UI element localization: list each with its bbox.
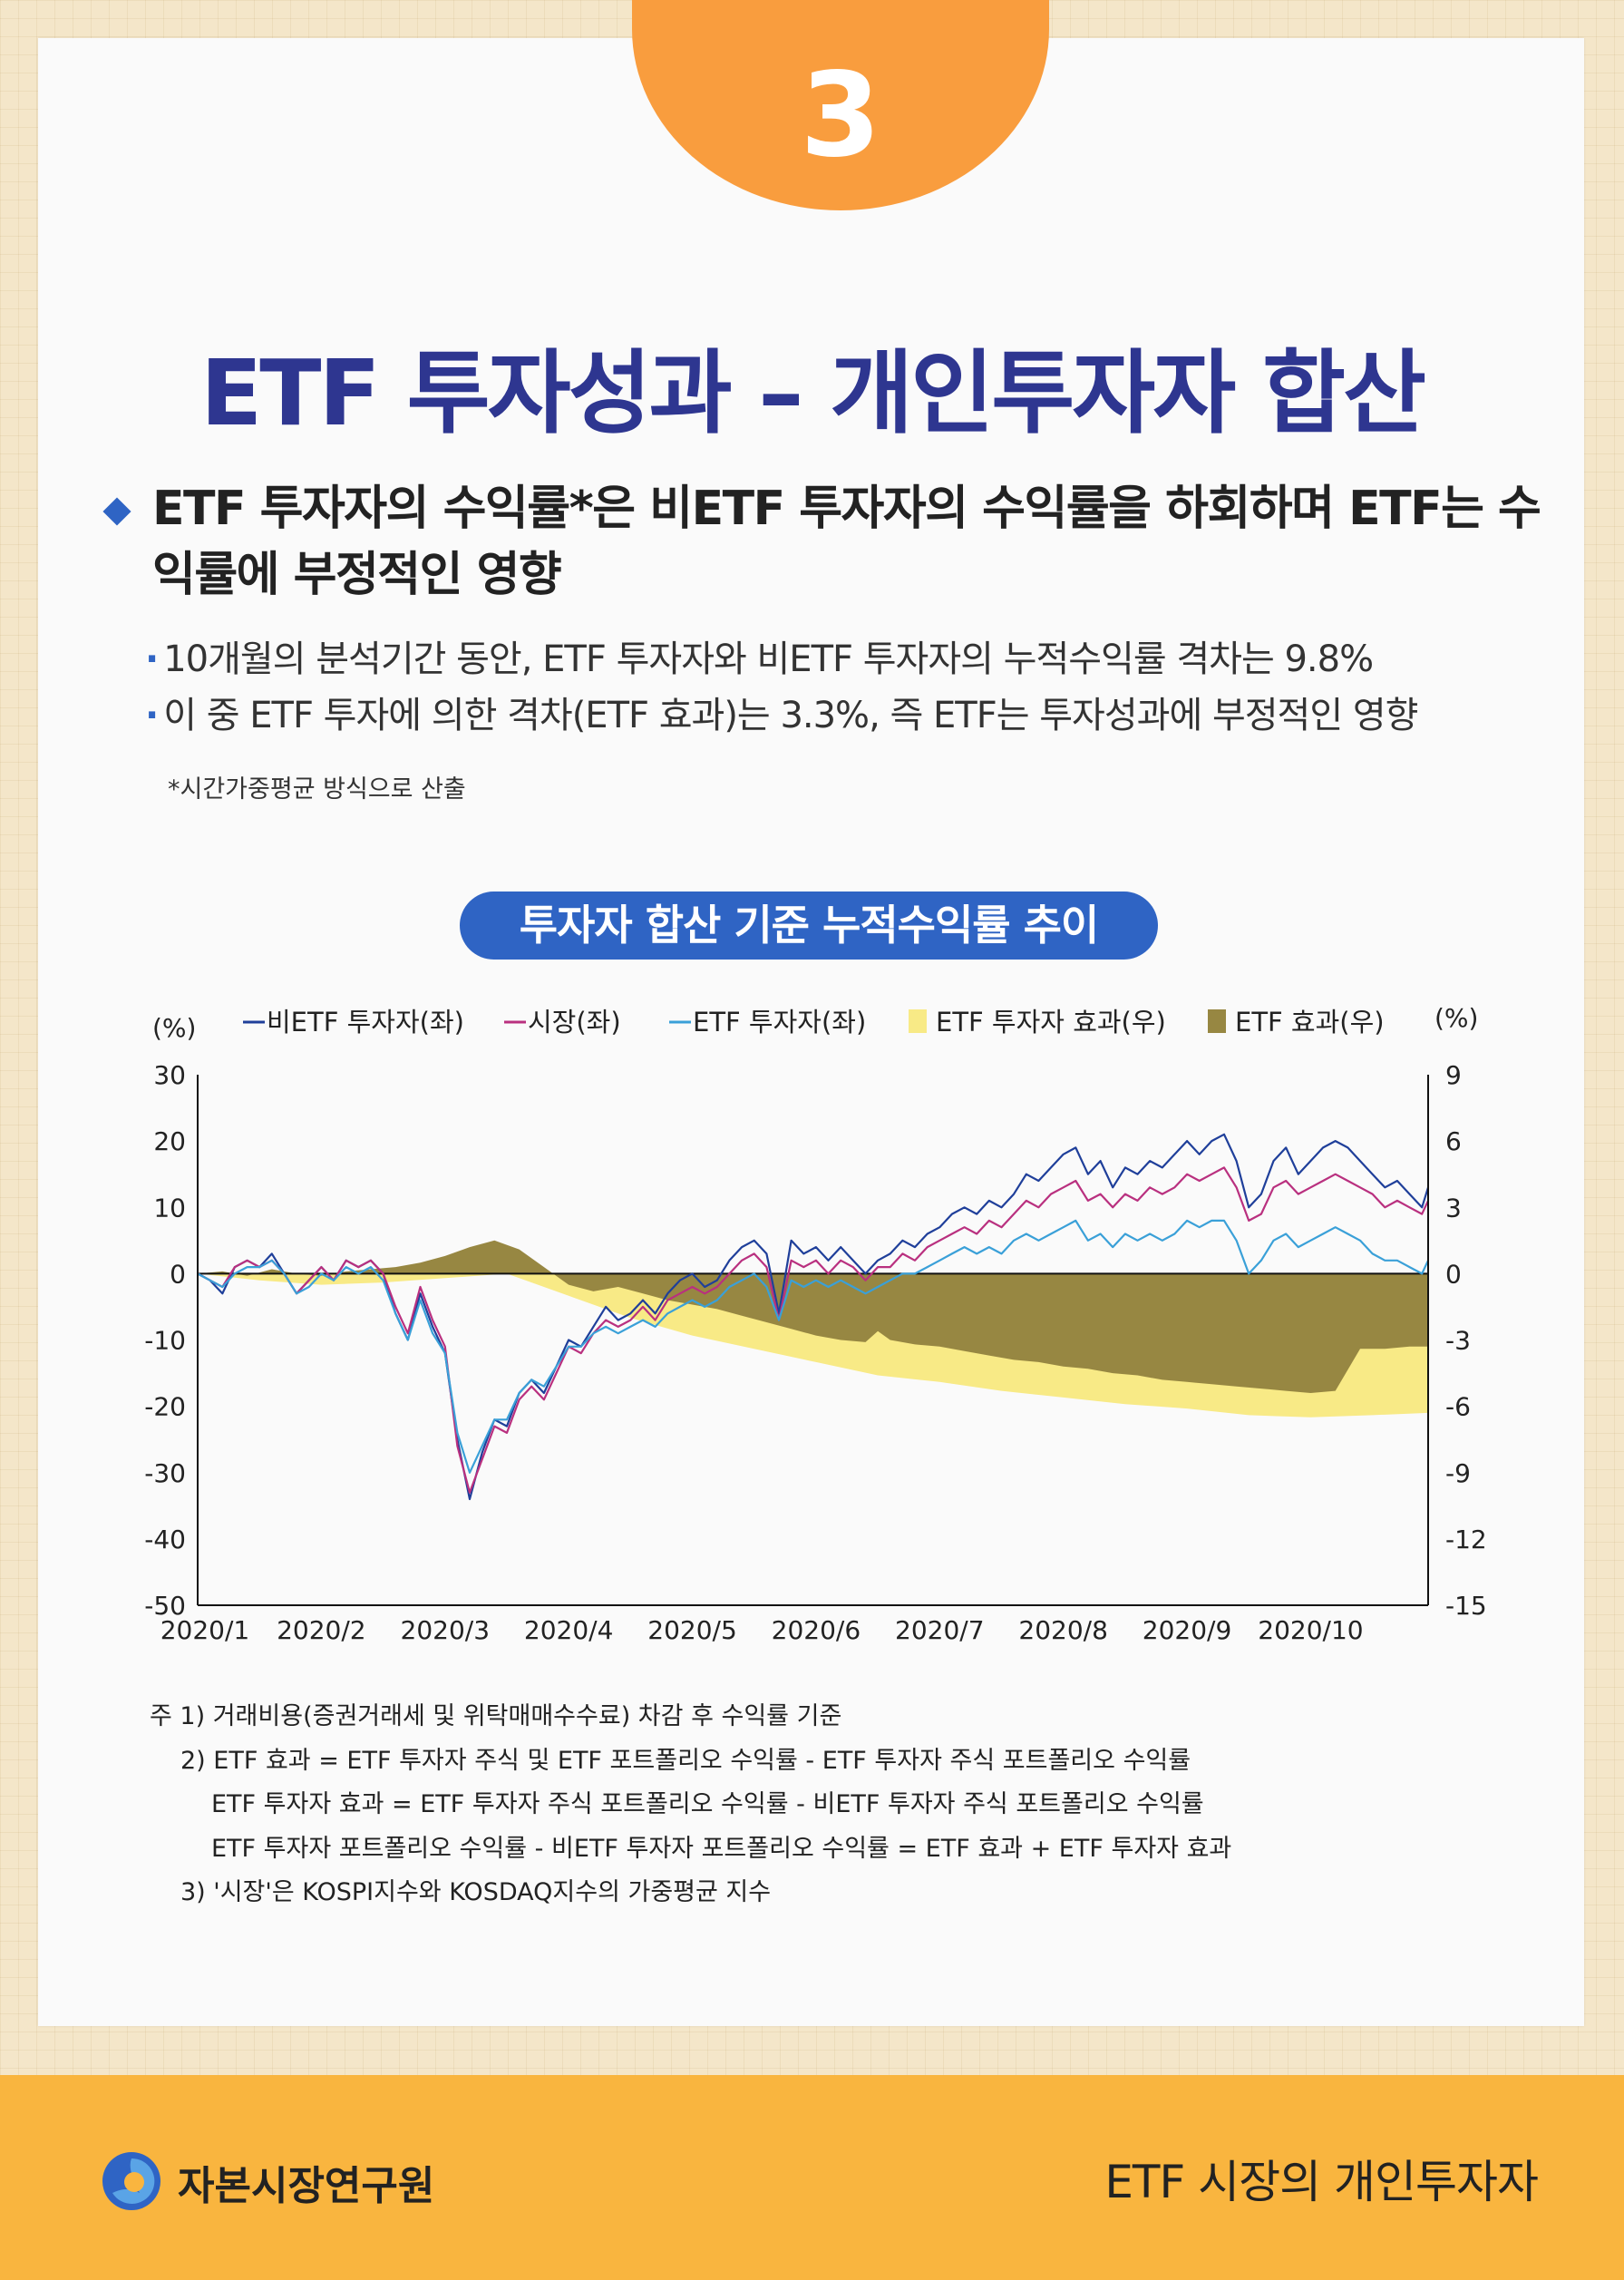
x-tick-label: 2020/3 (401, 1615, 491, 1645)
left-unit-label: (%) (152, 1013, 196, 1043)
right-tick-label: 9 (1445, 1060, 1462, 1090)
x-tick-label: 2020/4 (524, 1615, 614, 1645)
legend-label: ETF 효과(우) (1235, 1007, 1385, 1038)
kcmi-logo-icon (102, 2152, 160, 2210)
footer-bar: 자본시장연구원 ETF 시장의 개인투자자 (0, 2075, 1624, 2280)
right-unit-label: (%) (1434, 1003, 1478, 1033)
note-3: 3) '시장'은 KOSPI지수와 KOSDAQ지수의 가중평균 지수 (180, 1878, 772, 1906)
right-tick-label: -12 (1445, 1525, 1487, 1554)
x-tick-label: 2020/8 (1018, 1615, 1108, 1645)
dot-bullet-icon: · (145, 638, 159, 680)
left-tick-label: 30 (153, 1060, 186, 1090)
x-tick-label: 2020/7 (895, 1615, 985, 1645)
legend-swatch-area (909, 1009, 927, 1033)
right-tick-label: 0 (1445, 1259, 1462, 1289)
legend-label: 비ETF 투자자(좌) (267, 1007, 464, 1038)
etf-investor-line (197, 1219, 1429, 1474)
right-tick-label: 6 (1445, 1126, 1462, 1156)
left-tick-label: 20 (153, 1126, 186, 1156)
left-tick-label: 10 (153, 1193, 186, 1223)
bullet-text: 10개월의 분석기간 동안, ETF 투자자와 비ETF 투자자의 누적수익률 … (163, 638, 1374, 680)
series-title: ETF 시장의 개인투자자 (1104, 2156, 1539, 2208)
x-tick-label: 2020/2 (277, 1615, 366, 1645)
left-tick-label: 0 (170, 1259, 186, 1289)
org-name: 자본시장연구원 (178, 2163, 435, 2209)
x-tick-label: 2020/10 (1258, 1615, 1363, 1645)
left-tick-label: -50 (144, 1591, 186, 1621)
left-tick-label: -10 (144, 1326, 186, 1356)
right-tick-label: -3 (1445, 1326, 1471, 1356)
note-2c: ETF 투자자 포트폴리오 수익률 - 비ETF 투자자 포트폴리오 수익률 =… (211, 1835, 1232, 1863)
bullet-text: 이 중 ETF 투자에 의한 격차(ETF 효과)는 3.3%, 즉 ETF는 … (163, 695, 1418, 736)
note-2b: ETF 투자자 효과 = ETF 투자자 주식 포트폴리오 수익률 - 비ETF… (211, 1790, 1204, 1818)
note-1: 주 1) 거래비용(증권거래세 및 위탁매매수수료) 차감 후 수익률 기준 (150, 1702, 842, 1730)
market-line (197, 1166, 1429, 1494)
page-title: ETF 투자성과 – 개인투자자 합산 (199, 340, 1426, 446)
x-tick-label: 2020/5 (647, 1615, 737, 1645)
legend-label: 시장(좌) (528, 1007, 621, 1038)
right-tick-label: 3 (1445, 1193, 1462, 1223)
right-tick-label: -15 (1445, 1591, 1487, 1621)
content-panel: 3 (38, 0, 1584, 2026)
x-tick-label: 2020/6 (772, 1615, 861, 1645)
cumulative-return-chart: 3020100-10-20-30-40-509630-3-6-9-12-1520… (144, 1003, 1487, 1645)
right-tick-label: -6 (1445, 1392, 1471, 1422)
left-tick-label: -20 (144, 1392, 186, 1422)
legend-label: ETF 투자자(좌) (693, 1007, 866, 1038)
area-etf-effect (198, 1240, 1428, 1393)
x-tick-label: 2020/9 (1143, 1615, 1232, 1645)
right-tick-label: -9 (1445, 1458, 1471, 1488)
chart-title: 투자자 합산 기준 누적수익률 추이 (460, 892, 1158, 960)
headline: ETF 투자자의 수익률*은 비ETF 투자자의 수익률을 하회하며 ETF는 … (152, 482, 1541, 602)
x-tick-label: 2020/1 (160, 1615, 250, 1645)
left-tick-label: -40 (144, 1525, 186, 1554)
legend-swatch-area (1208, 1009, 1226, 1033)
bullet-item: · 10개월의 분석기간 동안, ETF 투자자와 비ETF 투자자의 누적수익률… (145, 629, 1374, 682)
footnote: *시간가중평균 방식으로 산출 (168, 775, 466, 804)
dot-bullet-icon: · (145, 695, 159, 736)
legend-label: ETF 투자자 효과(우) (936, 1007, 1166, 1038)
left-tick-label: -30 (144, 1458, 186, 1488)
note-2: 2) ETF 효과 = ETF 투자자 주식 및 ETF 포트폴리오 수익률 -… (180, 1747, 1191, 1775)
bullet-item: · 이 중 ETF 투자에 의한 격차(ETF 효과)는 3.3%, 즉 ETF는… (145, 686, 1418, 738)
page-number: 3 (800, 48, 881, 183)
